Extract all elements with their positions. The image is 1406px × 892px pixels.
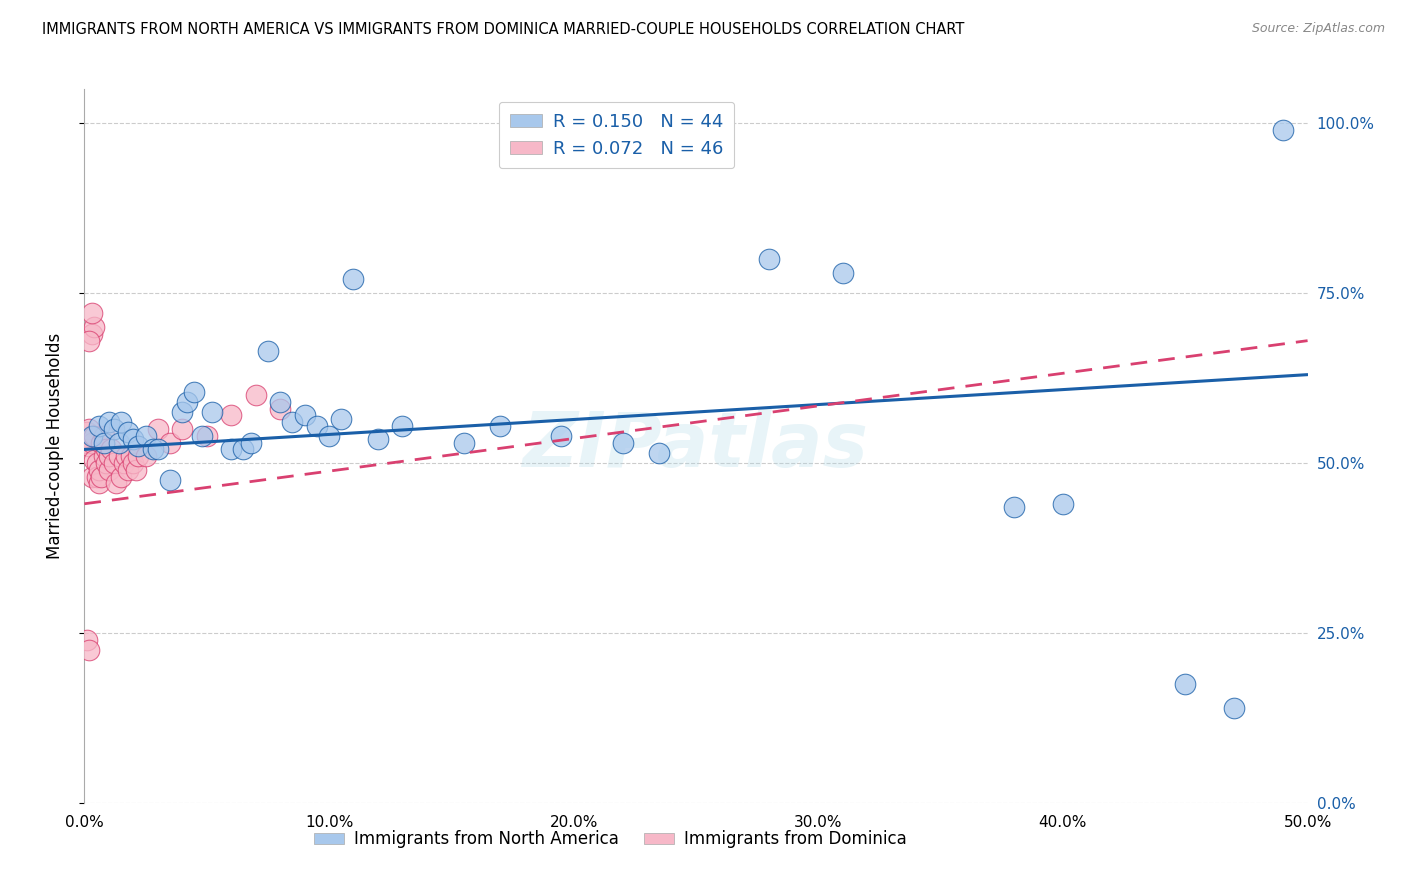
Point: [1174, 677, 1197, 691]
Point: [489, 418, 512, 433]
Point: [239, 435, 262, 450]
Point: [127, 449, 149, 463]
Point: [110, 415, 132, 429]
Point: [127, 439, 149, 453]
Point: [191, 429, 214, 443]
Point: [83, 320, 105, 334]
Point: [1002, 500, 1025, 515]
Point: [105, 476, 128, 491]
Point: [77, 334, 100, 348]
Point: [93, 449, 115, 463]
Point: [391, 418, 413, 433]
Point: [1272, 123, 1295, 137]
Point: [86, 469, 108, 483]
Point: [110, 469, 132, 483]
Point: [80, 306, 103, 320]
Point: [122, 456, 145, 470]
Point: [453, 435, 475, 450]
Point: [96, 456, 118, 470]
Point: [93, 435, 115, 450]
Point: [87, 418, 110, 433]
Point: [86, 456, 108, 470]
Point: [330, 412, 353, 426]
Point: [103, 456, 125, 470]
Point: [257, 343, 280, 358]
Point: [80, 326, 103, 341]
Point: [294, 409, 316, 423]
Point: [90, 469, 112, 483]
Point: [219, 442, 242, 457]
Point: [77, 439, 100, 453]
Point: [142, 442, 165, 457]
Point: [90, 435, 112, 450]
Point: [107, 435, 129, 450]
Point: [195, 429, 218, 443]
Y-axis label: Married-couple Households: Married-couple Households: [45, 333, 63, 559]
Point: [112, 456, 135, 470]
Point: [305, 418, 328, 433]
Point: [77, 643, 100, 657]
Point: [159, 473, 181, 487]
Point: [80, 435, 103, 450]
Point: [115, 449, 138, 463]
Point: [135, 449, 157, 463]
Point: [76, 425, 98, 440]
Point: [831, 266, 853, 280]
Point: [80, 469, 103, 483]
Point: [117, 425, 139, 440]
Point: [159, 435, 181, 450]
Point: [183, 384, 205, 399]
Point: [135, 429, 157, 443]
Point: [612, 435, 634, 450]
Point: [219, 409, 242, 423]
Point: [367, 432, 389, 446]
Point: [97, 463, 120, 477]
Point: [107, 449, 129, 463]
Point: [342, 272, 364, 286]
Point: [648, 446, 671, 460]
Point: [245, 388, 267, 402]
Point: [77, 422, 100, 436]
Point: [83, 429, 105, 443]
Point: [1223, 700, 1246, 714]
Point: [758, 252, 780, 266]
Point: [122, 432, 145, 446]
Point: [318, 429, 340, 443]
Point: [269, 401, 291, 416]
Point: [76, 435, 98, 450]
Point: [146, 442, 169, 457]
Point: [93, 429, 115, 443]
Point: [76, 632, 98, 647]
Point: [97, 415, 120, 429]
Point: [100, 442, 122, 457]
Point: [87, 463, 110, 477]
Point: [281, 415, 304, 429]
Point: [117, 463, 139, 477]
Point: [232, 442, 254, 457]
Point: [176, 394, 198, 409]
Text: IMMIGRANTS FROM NORTH AMERICA VS IMMIGRANTS FROM DOMINICA MARRIED-COUPLE HOUSEHO: IMMIGRANTS FROM NORTH AMERICA VS IMMIGRA…: [42, 22, 965, 37]
Point: [83, 452, 105, 467]
Text: ZIPatlas: ZIPatlas: [523, 409, 869, 483]
Text: Source: ZipAtlas.com: Source: ZipAtlas.com: [1251, 22, 1385, 36]
Point: [200, 405, 222, 419]
Point: [103, 422, 125, 436]
Point: [172, 422, 194, 436]
Point: [269, 394, 291, 409]
Point: [172, 405, 194, 419]
Point: [97, 449, 120, 463]
Point: [96, 442, 118, 457]
Point: [550, 429, 572, 443]
Point: [146, 422, 169, 436]
Point: [1052, 497, 1074, 511]
Point: [87, 476, 110, 491]
Point: [120, 449, 142, 463]
Point: [80, 429, 103, 443]
Legend: Immigrants from North America, Immigrants from Dominica: Immigrants from North America, Immigrant…: [308, 824, 914, 855]
Point: [125, 463, 148, 477]
